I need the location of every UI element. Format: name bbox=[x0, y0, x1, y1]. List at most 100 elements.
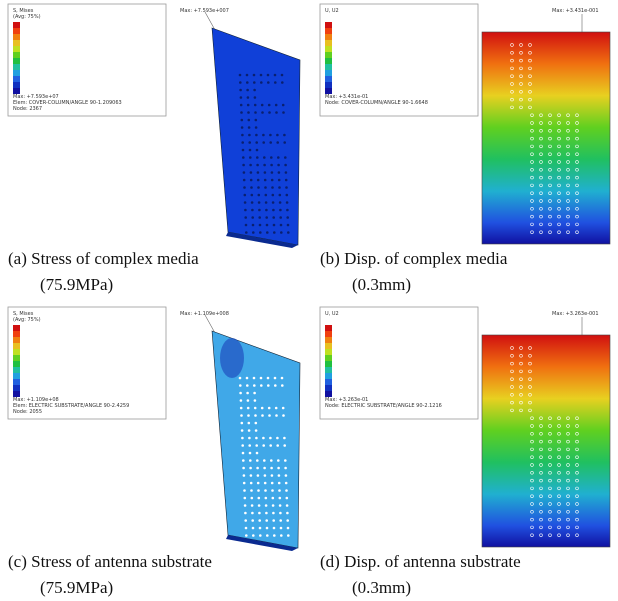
hole bbox=[270, 481, 274, 485]
legend-box bbox=[319, 306, 479, 420]
hole bbox=[575, 113, 579, 117]
hole bbox=[530, 455, 534, 459]
hole bbox=[277, 474, 281, 477]
hole bbox=[510, 385, 514, 389]
hole bbox=[557, 471, 561, 475]
hole bbox=[240, 429, 244, 432]
hole bbox=[539, 471, 543, 475]
hole bbox=[255, 459, 259, 462]
hole bbox=[249, 474, 253, 477]
hole bbox=[265, 216, 269, 219]
hole bbox=[510, 346, 514, 350]
hole bbox=[530, 168, 534, 172]
hole bbox=[272, 208, 275, 212]
hole bbox=[255, 436, 258, 440]
hole bbox=[255, 148, 259, 152]
hole bbox=[285, 496, 289, 500]
hole bbox=[258, 519, 262, 522]
hole bbox=[539, 517, 543, 522]
hole bbox=[548, 191, 552, 195]
hole bbox=[271, 193, 275, 197]
hole bbox=[539, 183, 543, 188]
hole bbox=[530, 222, 534, 227]
legend-swatch bbox=[13, 391, 20, 397]
hole bbox=[548, 183, 552, 188]
hole bbox=[528, 377, 532, 381]
legend-swatch bbox=[13, 40, 20, 46]
hole bbox=[278, 496, 282, 500]
legend-elem: Elem: ELECTRIC SUBSTRATE/ANGLE 90-2.4259 bbox=[13, 403, 129, 409]
legend-swatch bbox=[325, 40, 332, 46]
legend-node: Node: COVER-COLUMN/ANGLE 90-1.6648 bbox=[325, 100, 428, 106]
hole bbox=[528, 369, 532, 374]
legend-swatch bbox=[325, 52, 332, 58]
hole bbox=[240, 118, 244, 122]
hole bbox=[284, 466, 287, 470]
hole bbox=[528, 385, 532, 389]
hole bbox=[528, 400, 532, 405]
legend-swatch bbox=[13, 70, 20, 76]
hole bbox=[250, 496, 254, 500]
leader bbox=[204, 11, 216, 31]
caption: (75.9MPa) bbox=[40, 275, 113, 294]
hole bbox=[241, 148, 245, 152]
max-label: Max: +1.109e+008 bbox=[180, 311, 229, 317]
legend-max: Max: +3.263e-01 bbox=[325, 397, 368, 403]
hole bbox=[241, 141, 244, 144]
hole bbox=[510, 97, 514, 102]
leader bbox=[204, 314, 216, 334]
hole bbox=[244, 519, 247, 522]
hole bbox=[249, 466, 252, 470]
hole bbox=[539, 152, 543, 156]
hole bbox=[530, 416, 534, 420]
legend-title: S, Mises bbox=[13, 311, 34, 317]
hole bbox=[548, 471, 552, 475]
hole bbox=[519, 377, 523, 381]
hole bbox=[557, 478, 561, 483]
hole bbox=[530, 136, 534, 141]
hole bbox=[539, 199, 543, 203]
hole bbox=[259, 534, 262, 537]
hole bbox=[259, 376, 263, 380]
hole bbox=[519, 400, 523, 405]
hole bbox=[530, 510, 534, 514]
hole bbox=[539, 478, 543, 483]
hole bbox=[279, 216, 283, 219]
hole bbox=[557, 160, 561, 164]
hole bbox=[548, 113, 552, 117]
legend-swatch bbox=[13, 361, 20, 367]
hole bbox=[246, 406, 250, 410]
hole bbox=[248, 451, 252, 455]
hole bbox=[528, 43, 532, 47]
hole bbox=[276, 436, 279, 440]
hole bbox=[243, 193, 247, 197]
hole bbox=[557, 113, 561, 117]
legend-node: Node: 2367 bbox=[13, 106, 42, 112]
hole bbox=[519, 82, 523, 86]
hole bbox=[277, 163, 280, 167]
legend-swatch bbox=[13, 46, 20, 52]
hole bbox=[265, 223, 269, 227]
hole bbox=[557, 517, 561, 522]
hole bbox=[566, 416, 570, 420]
hole bbox=[274, 384, 277, 387]
hole bbox=[283, 133, 286, 137]
hole bbox=[243, 186, 246, 189]
hole bbox=[284, 474, 288, 477]
plate-edge bbox=[226, 232, 298, 248]
hole bbox=[575, 121, 579, 125]
hole bbox=[258, 208, 261, 212]
hole bbox=[548, 214, 552, 219]
hole bbox=[264, 193, 268, 197]
hole bbox=[530, 175, 534, 180]
hole bbox=[539, 455, 543, 459]
hole bbox=[575, 230, 579, 234]
hole bbox=[263, 466, 266, 470]
hole bbox=[265, 519, 269, 522]
hole bbox=[258, 526, 262, 530]
hole bbox=[575, 144, 579, 149]
hole bbox=[249, 163, 252, 167]
hole bbox=[248, 148, 252, 152]
hole bbox=[281, 81, 284, 84]
hole bbox=[249, 178, 253, 182]
